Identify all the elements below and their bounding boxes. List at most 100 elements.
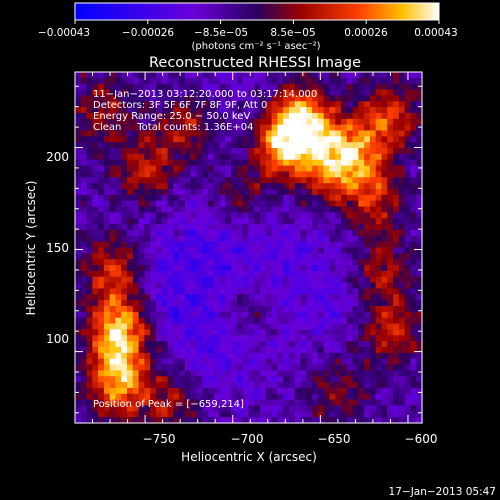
heatmap-cell bbox=[103, 171, 111, 178]
heatmap-cell bbox=[387, 89, 394, 96]
heatmap-cell bbox=[404, 300, 412, 307]
heatmap-cell bbox=[242, 130, 250, 137]
heatmap-cell bbox=[225, 235, 232, 243]
heatmap-cell bbox=[317, 311, 325, 319]
heatmap-cell bbox=[358, 399, 365, 407]
heatmap-cell bbox=[190, 183, 198, 190]
heatmap-cell bbox=[323, 265, 331, 272]
heatmap-cell bbox=[213, 72, 221, 79]
heatmap-cell bbox=[312, 229, 319, 237]
heatmap-cell bbox=[92, 112, 99, 120]
heatmap-cell bbox=[306, 294, 313, 301]
heatmap-cell bbox=[364, 136, 371, 143]
heatmap-cell bbox=[410, 148, 417, 155]
heatmap-cell bbox=[329, 247, 336, 254]
heatmap-cell bbox=[404, 259, 412, 266]
heatmap-cell bbox=[300, 341, 307, 348]
heatmap-cell bbox=[92, 247, 99, 254]
heatmap-cell bbox=[329, 72, 336, 79]
heatmap-cell bbox=[75, 405, 82, 412]
heatmap-cell bbox=[167, 177, 174, 184]
heatmap-cell bbox=[312, 393, 319, 401]
heatmap-cell bbox=[369, 183, 377, 190]
heatmap-cell bbox=[329, 206, 336, 213]
heatmap-cell bbox=[161, 382, 169, 389]
heatmap-cell bbox=[150, 399, 157, 407]
heatmap-cell bbox=[358, 329, 365, 336]
heatmap-cell bbox=[317, 72, 325, 79]
heatmap-cell bbox=[132, 241, 140, 249]
heatmap-cell bbox=[288, 399, 296, 407]
heatmap-cell bbox=[236, 382, 244, 389]
heatmap-cell bbox=[335, 165, 342, 173]
heatmap-cell bbox=[323, 276, 331, 284]
heatmap-cell bbox=[323, 294, 331, 301]
heatmap-cell bbox=[219, 218, 226, 225]
heatmap-cell bbox=[416, 218, 423, 225]
heatmap-cell bbox=[277, 288, 284, 295]
heatmap-cell bbox=[248, 306, 255, 313]
heatmap-cell bbox=[98, 218, 105, 225]
heatmap-cell bbox=[121, 288, 128, 295]
heatmap-cell bbox=[404, 329, 412, 336]
heatmap-cell bbox=[329, 358, 336, 366]
heatmap-cell bbox=[254, 142, 261, 149]
heatmap-cell bbox=[369, 294, 377, 301]
heatmap-cell bbox=[352, 300, 359, 307]
heatmap-cell bbox=[404, 95, 412, 102]
heatmap-cell bbox=[115, 282, 122, 290]
heatmap-cell bbox=[173, 206, 180, 213]
heatmap-cell bbox=[288, 241, 296, 249]
heatmap-cell bbox=[236, 323, 244, 330]
heatmap-cell bbox=[265, 370, 273, 377]
heatmap-cell bbox=[312, 364, 319, 371]
heatmap-cell bbox=[410, 270, 417, 278]
heatmap-cell bbox=[103, 411, 111, 418]
heatmap-cell bbox=[312, 83, 319, 91]
heatmap-cell bbox=[260, 235, 267, 243]
heatmap-cell bbox=[271, 83, 279, 91]
heatmap-cell bbox=[86, 317, 93, 325]
heatmap-cell bbox=[144, 323, 151, 330]
heatmap-cell bbox=[236, 253, 244, 260]
heatmap-cell bbox=[92, 399, 99, 407]
heatmap-cell bbox=[150, 329, 157, 336]
heatmap-cell bbox=[121, 89, 128, 96]
heatmap-cell bbox=[398, 183, 406, 190]
heatmap-cell bbox=[398, 159, 406, 167]
heatmap-cell bbox=[75, 259, 82, 266]
heatmap-cell bbox=[416, 165, 423, 173]
heatmap-cell bbox=[190, 130, 198, 137]
heatmap-cell bbox=[283, 107, 290, 114]
heatmap-cell bbox=[369, 370, 377, 377]
heatmap-cell bbox=[202, 112, 209, 120]
heatmap-cell bbox=[341, 399, 348, 407]
heatmap-cell bbox=[231, 294, 238, 301]
heatmap-cell bbox=[346, 229, 354, 237]
heatmap-cell bbox=[127, 101, 134, 108]
heatmap-cell bbox=[271, 224, 279, 231]
heatmap-cell bbox=[271, 417, 279, 424]
heatmap-cell bbox=[184, 165, 192, 173]
heatmap-cell bbox=[393, 382, 400, 389]
heatmap-cell bbox=[323, 346, 331, 354]
heatmap-cell bbox=[265, 247, 273, 254]
heatmap-cell bbox=[312, 376, 319, 383]
heatmap-cell bbox=[179, 276, 186, 284]
heatmap-cell bbox=[184, 159, 192, 167]
heatmap-cell bbox=[225, 229, 232, 237]
heatmap-cell bbox=[179, 177, 186, 184]
heatmap-cell bbox=[80, 136, 88, 143]
heatmap-cell bbox=[288, 212, 296, 219]
heatmap-cell bbox=[254, 194, 261, 202]
heatmap-cell bbox=[98, 72, 105, 79]
heatmap-cell bbox=[86, 300, 93, 307]
heatmap-cell bbox=[132, 282, 140, 290]
heatmap-cell bbox=[393, 200, 400, 208]
heatmap-cell bbox=[213, 153, 221, 161]
heatmap-cell bbox=[271, 206, 279, 213]
heatmap-cell bbox=[202, 183, 209, 190]
heatmap-cell bbox=[329, 341, 336, 348]
heatmap-cell bbox=[144, 358, 151, 366]
heatmap-cell bbox=[341, 265, 348, 272]
